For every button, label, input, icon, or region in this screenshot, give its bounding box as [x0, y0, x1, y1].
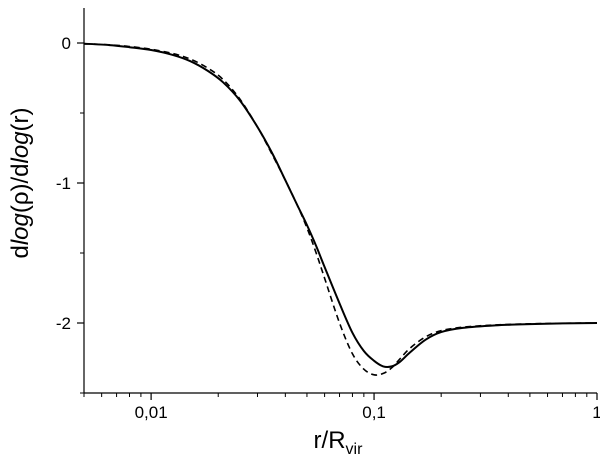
- y-axis-title: dlog(ρ)/dlog(r): [7, 107, 34, 258]
- ticks: 0,01 0,1 1 0 -1 -2: [56, 34, 600, 422]
- series-group: [83, 42, 598, 376]
- y-tick-label: 0: [62, 34, 71, 53]
- x-axis-title: r/Rvir: [314, 427, 364, 458]
- y-tick-label: -1: [56, 174, 71, 193]
- axes: [83, 8, 597, 394]
- solid-curve: [83, 42, 598, 369]
- x-tick-label: 1: [592, 403, 600, 422]
- dashed-curve: [83, 42, 598, 376]
- x-tick-label: 0,01: [135, 403, 168, 422]
- y-tick-label: -2: [56, 314, 71, 333]
- x-tick-label: 0,1: [362, 403, 386, 422]
